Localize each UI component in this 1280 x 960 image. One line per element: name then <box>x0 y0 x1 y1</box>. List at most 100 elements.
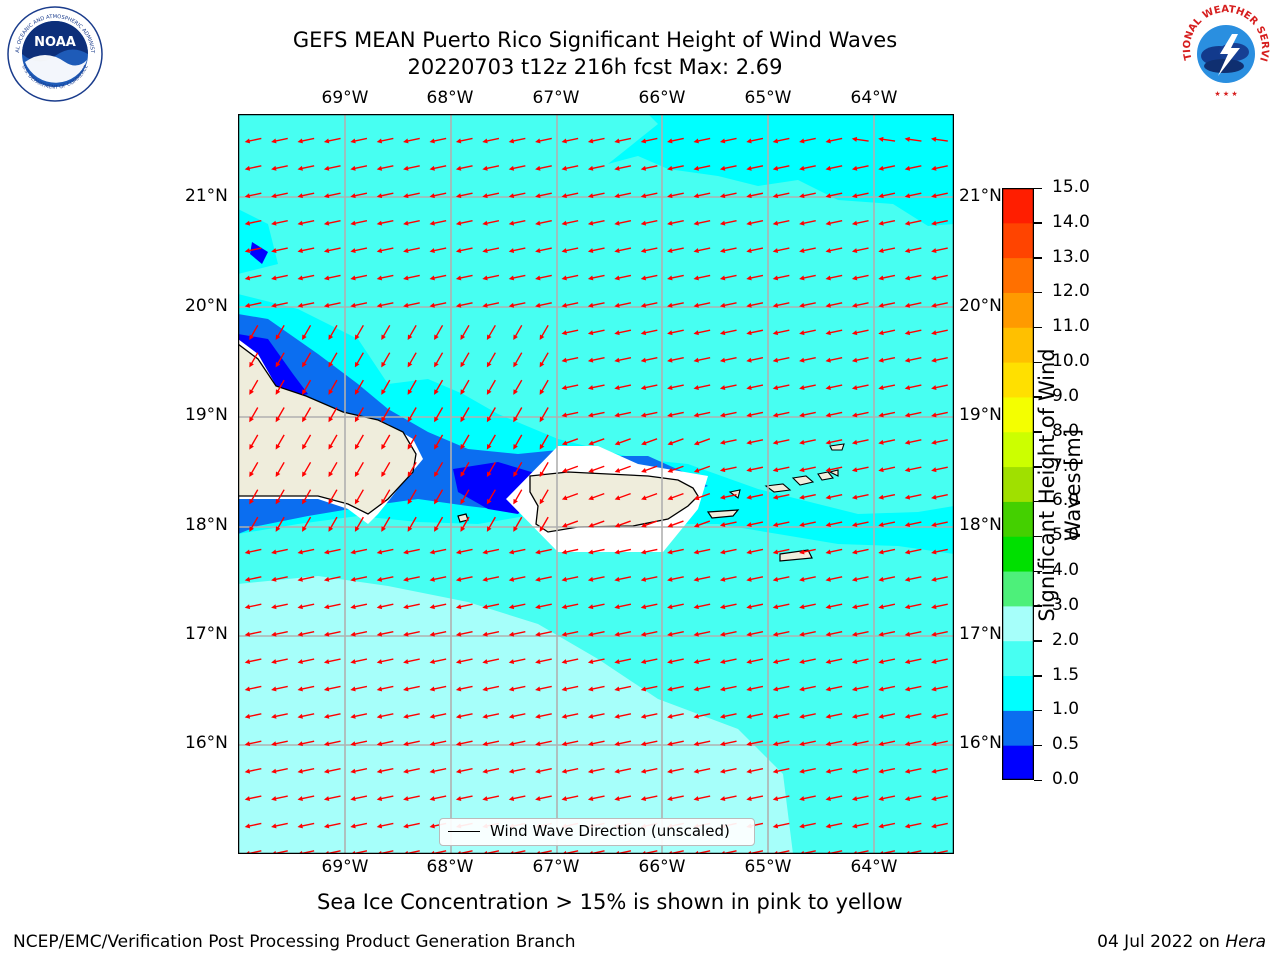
wave-direction-arrow <box>539 324 549 341</box>
wave-direction-arrow <box>561 520 579 528</box>
wave-direction-arrow <box>539 407 549 423</box>
wave-direction-arrow <box>376 658 394 664</box>
wave-direction-arrow <box>403 247 420 253</box>
wave-direction-arrow <box>323 767 341 774</box>
wave-direction-arrow <box>561 740 579 747</box>
wave-direction-arrow <box>482 795 500 801</box>
wave-direction-arrow <box>799 630 816 637</box>
wave-direction-arrow <box>719 795 737 801</box>
wave-direction-arrow <box>587 548 605 555</box>
wave-direction-arrow <box>328 407 338 423</box>
wave-direction-arrow <box>931 302 948 308</box>
wave-direction-arrow <box>640 630 658 637</box>
wave-direction-arrow <box>508 137 526 144</box>
wave-direction-arrow <box>508 740 526 747</box>
wave-direction-arrow <box>746 411 764 418</box>
wave-direction-arrow <box>614 329 632 336</box>
wave-direction-arrow <box>297 658 315 664</box>
wave-direction-arrow <box>693 165 711 171</box>
colorbar-tick-mark <box>1034 431 1042 433</box>
wave-direction-arrow <box>931 521 948 527</box>
wave-direction-arrow <box>851 630 869 637</box>
lat-label-left: 18°N <box>185 515 228 535</box>
wave-direction-arrow <box>587 219 605 226</box>
wave-direction-arrow <box>772 713 790 719</box>
colorbar-tick-mark <box>1034 257 1042 259</box>
wave-direction-arrow <box>350 822 368 829</box>
wave-direction-arrow <box>746 630 764 637</box>
wave-direction-arrow <box>772 192 790 199</box>
wave-direction-arrow <box>614 247 632 253</box>
wave-direction-arrow <box>323 822 341 829</box>
wave-direction-arrow <box>587 302 605 308</box>
wave-direction-arrow <box>354 434 364 450</box>
noaa-logo-icon: NOAA NATIONAL OCEANIC AND ATMOSPHERIC AD… <box>5 4 103 102</box>
wave-direction-arrow <box>482 740 500 747</box>
wave-direction-arrow <box>508 165 526 171</box>
wave-direction-arrow <box>851 219 869 226</box>
wave-direction-arrow <box>851 576 869 582</box>
wave-direction-arrow <box>799 219 816 226</box>
wave-direction-arrow <box>407 379 417 395</box>
wave-direction-arrow <box>535 274 552 281</box>
wave-direction-arrow <box>772 329 790 336</box>
wave-direction-arrow <box>878 685 896 692</box>
wave-direction-arrow <box>513 324 523 341</box>
colorbar-tick-label: 4.0 <box>1052 560 1080 581</box>
wave-direction-arrow <box>851 740 869 747</box>
wave-direction-arrow <box>350 603 368 610</box>
wave-direction-arrow <box>297 247 315 253</box>
wave-direction-arrow <box>878 411 896 418</box>
wave-direction-arrow <box>275 516 285 532</box>
wave-direction-arrow <box>535 630 552 637</box>
wave-direction-arrow <box>667 137 684 144</box>
wave-direction-arrow <box>271 274 288 281</box>
wave-direction-arrow <box>297 767 315 774</box>
wave-direction-arrow <box>640 795 658 801</box>
wave-direction-arrow <box>904 767 922 774</box>
wave-direction-arrow <box>878 329 896 336</box>
wave-direction-arrow <box>878 466 896 473</box>
wave-direction-arrow <box>799 767 816 774</box>
wave-direction-arrow <box>376 713 394 719</box>
wave-direction-arrow <box>640 247 658 253</box>
wave-direction-arrow <box>539 352 549 368</box>
wave-direction-arrow <box>667 274 684 281</box>
wave-direction-arrow <box>772 548 790 555</box>
colorbar-tick-label: 9.0 <box>1052 385 1080 406</box>
wave-direction-arrow <box>302 489 312 505</box>
wave-direction-arrow <box>376 630 394 637</box>
wave-direction-arrow <box>851 247 869 253</box>
wave-direction-arrow <box>667 465 684 473</box>
colorbar-tick-mark <box>1034 326 1042 329</box>
wave-direction-arrow <box>772 247 790 253</box>
wave-direction-arrow <box>825 137 843 144</box>
colorbar-tick-mark <box>1034 396 1042 398</box>
wave-direction-arrow <box>693 630 711 637</box>
wave-direction-arrow <box>302 461 312 478</box>
footer-branch: NCEP/EMC/Verification Post Processing Pr… <box>13 932 576 952</box>
wave-direction-arrow <box>931 384 948 390</box>
wave-direction-arrow <box>271 630 288 637</box>
wave-direction-arrow <box>297 685 315 692</box>
wave-direction-arrow <box>614 740 632 747</box>
lon-label-top: 64°W <box>850 88 898 108</box>
wave-direction-arrow <box>535 795 552 801</box>
wave-direction-arrow <box>851 411 869 418</box>
wave-direction-arrow <box>587 767 605 774</box>
wave-direction-arrow <box>350 767 368 774</box>
wave-direction-arrow <box>244 247 262 253</box>
wave-direction-arrow <box>772 521 790 527</box>
wave-direction-arrow <box>482 685 500 692</box>
wave-direction-arrow <box>878 713 896 719</box>
wave-direction-arrow <box>640 137 658 144</box>
wave-direction-arrow <box>455 548 473 555</box>
wave-direction-arrow <box>403 576 420 582</box>
wave-direction-arrow <box>244 219 262 226</box>
wave-direction-arrow <box>561 603 579 610</box>
lat-label-right: 16°N <box>959 733 1002 753</box>
wave-direction-arrow <box>297 740 315 747</box>
wave-direction-arrow <box>323 630 341 637</box>
wave-direction-arrow <box>403 165 420 171</box>
wave-direction-arrow <box>772 137 790 144</box>
